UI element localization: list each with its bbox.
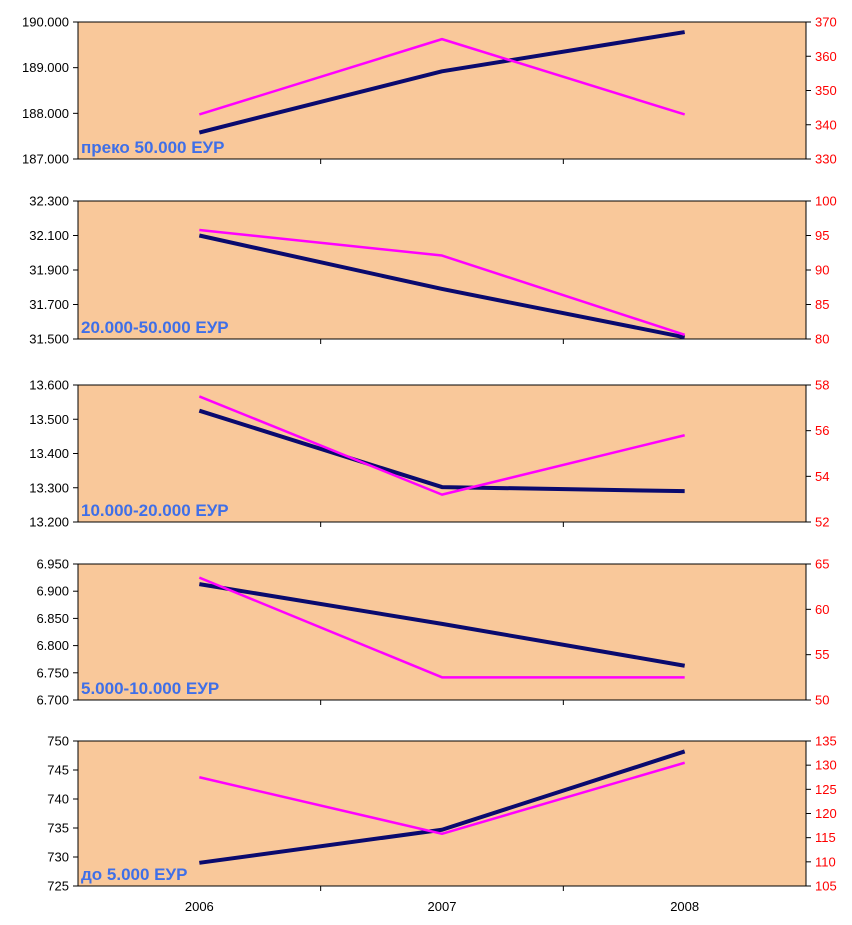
right-tick-label: 100 xyxy=(815,194,837,209)
right-tick-label: 90 xyxy=(815,263,829,278)
right-tick-label: 120 xyxy=(815,806,837,821)
right-tick-label: 80 xyxy=(815,332,829,347)
left-tick-label: 31.700 xyxy=(29,297,69,312)
left-tick-label: 187.000 xyxy=(22,152,69,167)
left-tick-label: 13.400 xyxy=(29,446,69,461)
left-tick-label: 6.850 xyxy=(36,611,69,626)
right-tick-label: 95 xyxy=(815,228,829,243)
right-tick-label: 130 xyxy=(815,758,837,773)
left-tick-label: 188.000 xyxy=(22,106,69,121)
right-tick-label: 54 xyxy=(815,469,829,484)
left-tick-label: 31.900 xyxy=(29,263,69,278)
right-tick-label: 55 xyxy=(815,647,829,662)
right-tick-label: 360 xyxy=(815,49,837,64)
x-tick-label: 2007 xyxy=(428,899,457,914)
left-tick-label: 32.300 xyxy=(29,194,69,209)
left-tick-label: 6.900 xyxy=(36,584,69,599)
panel-label: 5.000-10.000 ЕУР xyxy=(81,679,219,698)
right-tick-label: 110 xyxy=(815,854,836,869)
left-tick-label: 745 xyxy=(47,763,69,778)
right-tick-label: 330 xyxy=(815,152,837,167)
left-tick-label: 189.000 xyxy=(22,60,69,75)
panel-3: 13.200 13.300 13.400 13.500 13.600 52 54 56 58 10… xyxy=(29,378,829,530)
left-tick-label: 13.500 xyxy=(29,412,69,427)
left-tick-label: 740 xyxy=(47,792,69,807)
left-tick-label: 6.700 xyxy=(36,693,69,708)
left-tick-label: 725 xyxy=(47,879,69,894)
panel-label: до 5.000 ЕУР xyxy=(81,865,187,884)
panel-2: 31.500 31.700 31.900 32.100 32.300 80 85 90 95 10… xyxy=(29,194,836,347)
right-tick-label: 350 xyxy=(815,83,837,98)
right-tick-label: 135 xyxy=(815,734,837,749)
x-tick-label: 2008 xyxy=(670,899,699,914)
right-tick-label: 370 xyxy=(815,15,837,30)
right-tick-label: 56 xyxy=(815,423,829,438)
panel-4: 6.700 6.750 6.800 6.850 6.900 6.950 50 55 60 65 5.… xyxy=(36,557,829,708)
right-tick-label: 52 xyxy=(815,515,829,530)
right-tick-label: 105 xyxy=(815,879,837,894)
panel-5: 725 730 735 740 745 750 105 110 115 120 125 130 135 д… xyxy=(47,734,836,894)
right-tick-label: 340 xyxy=(815,117,837,132)
left-tick-label: 32.100 xyxy=(29,228,69,243)
right-tick-label: 50 xyxy=(815,693,829,708)
right-tick-label: 60 xyxy=(815,602,829,617)
left-tick-label: 6.950 xyxy=(36,557,69,572)
panel-label: 10.000-20.000 ЕУР xyxy=(81,501,229,520)
right-tick-label: 65 xyxy=(815,557,829,572)
panel-1: 187.000 188.000 189.000 190.000 330 340 350 360… xyxy=(22,15,837,167)
right-tick-label: 125 xyxy=(815,782,837,797)
left-tick-label: 6.750 xyxy=(36,665,69,680)
left-tick-label: 190.000 xyxy=(22,15,69,30)
x-tick-label: 2006 xyxy=(185,899,214,914)
right-tick-label: 58 xyxy=(815,378,829,393)
left-tick-label: 13.200 xyxy=(29,515,69,530)
left-tick-label: 31.500 xyxy=(29,332,69,347)
right-tick-label: 115 xyxy=(815,830,836,845)
left-tick-label: 735 xyxy=(47,821,69,836)
left-tick-label: 750 xyxy=(47,734,69,749)
left-tick-label: 13.300 xyxy=(29,480,69,495)
left-tick-label: 6.800 xyxy=(36,638,69,653)
panel-label: 20.000-50.000 ЕУР xyxy=(81,318,229,337)
left-tick-label: 730 xyxy=(47,850,69,865)
panel-label: преко 50.000 ЕУР xyxy=(81,138,224,157)
right-tick-label: 85 xyxy=(815,297,829,312)
left-tick-label: 13.600 xyxy=(29,378,69,393)
